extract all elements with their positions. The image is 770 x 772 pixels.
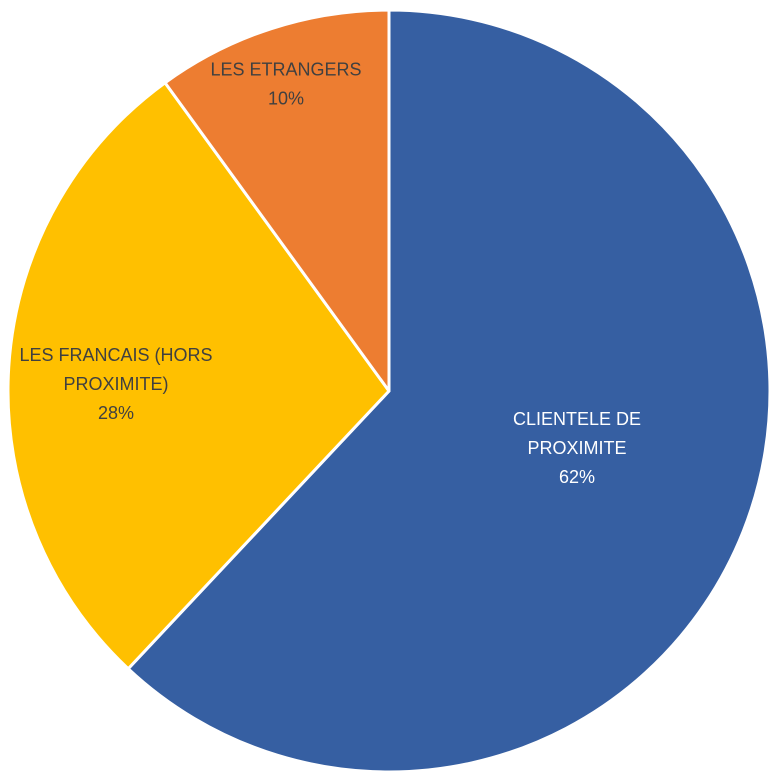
slice-category-label: LES ETRANGERS [210, 60, 361, 80]
slice-label-2: LES FRANCAIS (HORS PROXIMITE) 28% [19, 345, 212, 423]
pie-slice-1 [126, 8, 770, 772]
pie-slice-3 [163, 8, 391, 393]
labels-layer: CLIENTELE DE PROXIMITE 62% LES FRANCAIS (HO… [19, 60, 641, 488]
slice-label-1: CLIENTELE DE PROXIMITE 62% [513, 409, 641, 487]
slice-category-label: CLIENTELE DE [513, 409, 641, 429]
slice-category-label: PROXIMITE) [63, 374, 168, 394]
slice-category-label: LES FRANCAIS (HORS [19, 345, 212, 365]
slice-value-label: 10% [268, 89, 304, 109]
pie-slice-2 [6, 81, 391, 671]
slice-label-3: LES ETRANGERS 10% [210, 60, 361, 109]
slice-value-label: 62% [559, 467, 595, 487]
slice-value-label: 28% [98, 403, 134, 423]
slices-layer [6, 8, 770, 772]
slice-category-label: PROXIMITE [527, 438, 626, 458]
